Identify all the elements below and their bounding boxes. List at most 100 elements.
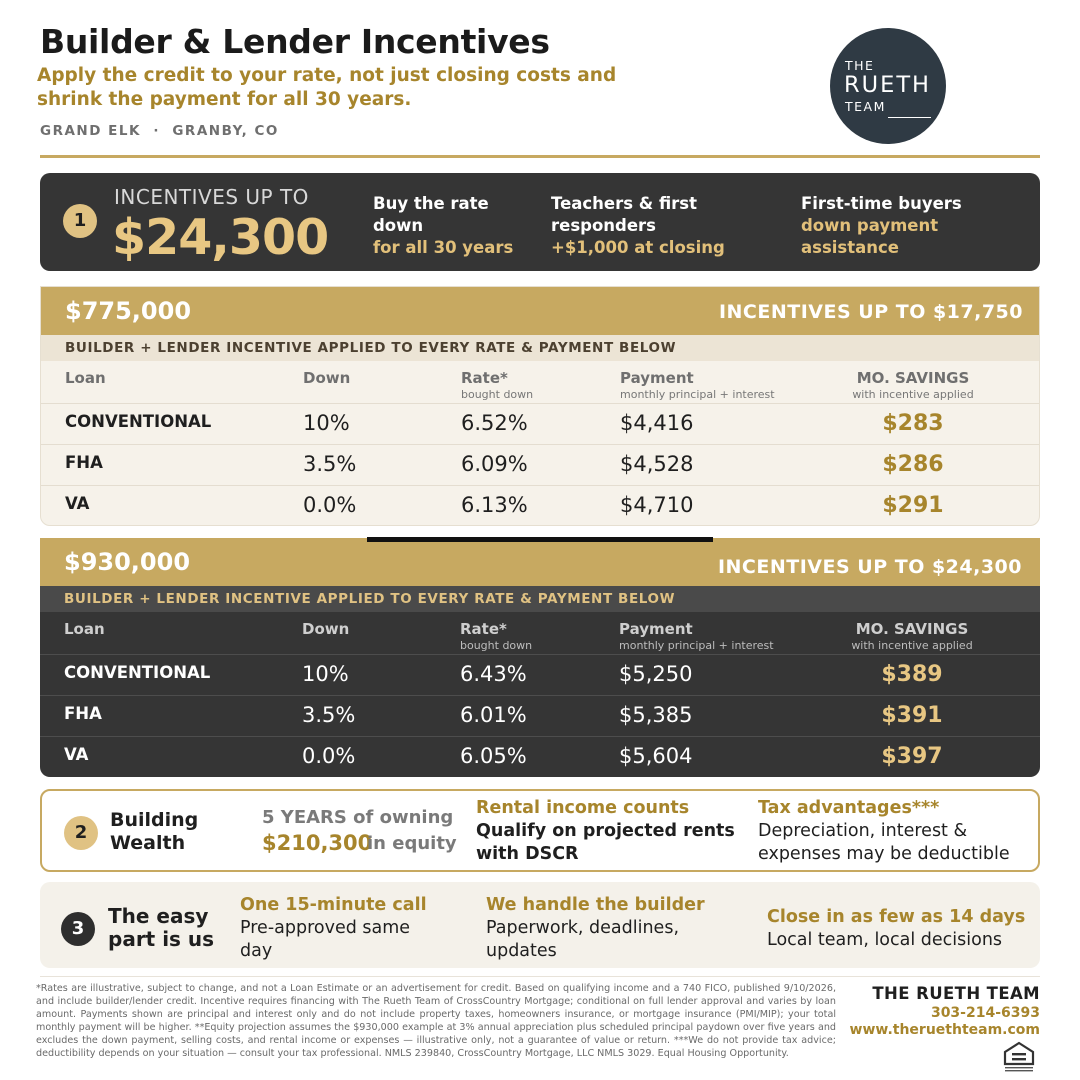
feature-rate-line1: Buy the rate <box>373 194 489 213</box>
col-payment-label: Payment <box>620 369 694 387</box>
price-775000: $775,000 <box>65 297 192 325</box>
page-subtitle: Apply the credit to your rate, not just … <box>37 65 617 110</box>
payment-value: $5,604 <box>619 744 693 768</box>
down-value: 3.5% <box>303 452 357 476</box>
builder-line1: Paperwork, deadlines, <box>486 918 680 938</box>
table-930000-header: $930,000 INCENTIVES UP TO $24,300 <box>40 538 1040 586</box>
tax-line2: expenses may be deductible <box>758 844 1010 864</box>
table-row: CONVENTIONAL 10% 6.43% $5,250 $389 <box>40 654 1040 695</box>
rate-value: 6.52% <box>461 411 528 435</box>
col-savings-note: with incentive applied <box>852 388 974 401</box>
savings-value: $389 <box>881 662 943 687</box>
rental-heading: Rental income counts <box>476 798 690 818</box>
feature-rate-buydown: Buy the rate down for all 30 years <box>373 193 513 259</box>
loan-type: VA <box>64 745 89 764</box>
col-down: Down <box>302 620 350 638</box>
equal-housing-opportunity-icon <box>1003 1041 1035 1072</box>
header-divider <box>40 155 1040 158</box>
feature-rate-line2: down <box>373 216 424 235</box>
table-930000-subheader: BUILDER + LENDER INCENTIVE APPLIED TO EV… <box>40 586 1040 612</box>
feature-teachers: Teachers & first responders +$1,000 at c… <box>551 193 725 259</box>
feature-rate-accent: for all 30 years <box>373 238 514 257</box>
col-payment: Payment monthly principal + interest <box>619 620 774 652</box>
rental-line2: with DSCR <box>476 844 579 864</box>
rate-value: 6.05% <box>460 744 527 768</box>
table-775000: $775,000 INCENTIVES UP TO $17,750 BUILDE… <box>40 286 1040 526</box>
easy-part-panel: 3 The easy part is us One 15-minute call… <box>40 882 1040 968</box>
step-1-badge: 1 <box>63 204 97 238</box>
footer-divider <box>40 976 1040 977</box>
call-heading: One 15-minute call <box>240 895 427 915</box>
col-rate: Rate* bought down <box>461 369 533 401</box>
table-separator-bar <box>367 537 713 542</box>
footer-website-link[interactable]: www.theruethteam.com <box>849 1022 1040 1038</box>
footer-team-name: THE RUETH TEAM <box>872 984 1040 1003</box>
savings-value: $283 <box>882 411 944 436</box>
payment-value: $4,710 <box>620 493 694 517</box>
equity-years: 5 YEARS of owning <box>262 807 454 828</box>
easy-part-title-line2: part is us <box>108 927 215 951</box>
rate-value: 6.43% <box>460 662 527 686</box>
down-value: 0.0% <box>303 493 357 517</box>
close-line1: Local team, local decisions <box>767 930 1003 950</box>
easy-part-title-line1: The easy <box>108 904 209 928</box>
logo-text-rueth: RUETH <box>844 72 931 98</box>
table-row: CONVENTIONAL 10% 6.52% $4,416 $283 <box>41 403 1039 444</box>
table-row: FHA 3.5% 6.01% $5,385 $391 <box>40 695 1040 736</box>
loan-type: FHA <box>65 453 103 472</box>
loan-type: FHA <box>64 704 102 723</box>
incentives-banner: 1 INCENTIVES UP TO $24,300 Buy the rate … <box>40 173 1040 271</box>
tax-heading: Tax advantages*** <box>758 798 940 818</box>
rate-value: 6.09% <box>461 452 528 476</box>
logo-underline <box>888 117 931 118</box>
table-930000: $930,000 INCENTIVES UP TO $24,300 BUILDE… <box>40 538 1040 777</box>
feature-teachers-accent: +$1,000 at closing <box>551 238 725 257</box>
table-775000-subheader: BUILDER + LENDER INCENTIVE APPLIED TO EV… <box>41 335 1039 361</box>
payment-value: $5,385 <box>619 703 693 727</box>
payment-value: $5,250 <box>619 662 693 686</box>
down-value: 10% <box>303 411 350 435</box>
incentive-775000: INCENTIVES UP TO $17,750 <box>718 301 1023 323</box>
tax-line1: Depreciation, interest & <box>758 821 968 841</box>
table-row: FHA 3.5% 6.09% $4,528 $286 <box>41 444 1039 485</box>
payment-value: $4,416 <box>620 411 694 435</box>
equity-amount: $210,300 <box>262 831 373 855</box>
price-930000: $930,000 <box>64 548 191 576</box>
builder-block: We handle the builder Paperwork, deadlin… <box>486 894 705 963</box>
builder-line2: updates <box>486 941 557 961</box>
col-payment-label: Payment <box>619 620 693 638</box>
col-rate-note: bought down <box>460 639 533 652</box>
savings-value: $291 <box>882 493 944 518</box>
down-value: 3.5% <box>302 703 356 727</box>
footer-phone[interactable]: 303-214-6393 <box>930 1005 1040 1021</box>
col-loan: Loan <box>65 369 106 387</box>
rueth-team-logo: THE RUETH TEAM <box>830 28 946 144</box>
tax-advantages-block: Tax advantages*** Depreciation, interest… <box>758 797 1010 866</box>
one-call-block: One 15-minute call Pre-approved same day <box>240 894 427 963</box>
col-down: Down <box>303 369 351 387</box>
rental-income-block: Rental income counts Qualify on projecte… <box>476 797 735 866</box>
building-wealth-title: Building Wealth <box>110 809 198 855</box>
col-rate: Rate* bought down <box>460 620 532 652</box>
call-line2: day <box>240 941 273 961</box>
rate-value: 6.13% <box>461 493 528 517</box>
feature-first-time-buyers: First-time buyers down payment assistanc… <box>801 193 962 259</box>
page-title: Builder & Lender Incentives <box>40 22 550 61</box>
building-wealth-panel: 2 Building Wealth 5 YEARS of owning $210… <box>40 789 1040 872</box>
building-wealth-title-line2: Wealth <box>110 832 186 854</box>
savings-value: $391 <box>881 703 943 728</box>
down-value: 0.0% <box>302 744 356 768</box>
building-wealth-title-line1: Building <box>110 809 199 831</box>
table-row: VA 0.0% 6.05% $5,604 $397 <box>40 736 1040 777</box>
location-label: GRAND ELK · GRANBY, CO <box>40 123 279 139</box>
call-line1: Pre-approved same <box>240 918 411 938</box>
col-payment-note: monthly principal + interest <box>620 388 775 401</box>
step-3-badge: 3 <box>61 912 95 946</box>
rental-line1: Qualify on projected rents <box>476 821 735 841</box>
col-savings-label: MO. SAVINGS <box>855 620 969 638</box>
table-row: VA 0.0% 6.13% $4,710 $291 <box>41 485 1039 525</box>
step-2-badge: 2 <box>64 816 98 850</box>
disclaimer-text: *Rates are illustrative, subject to chan… <box>36 983 836 1059</box>
payment-value: $4,528 <box>620 452 694 476</box>
col-loan: Loan <box>64 620 105 638</box>
